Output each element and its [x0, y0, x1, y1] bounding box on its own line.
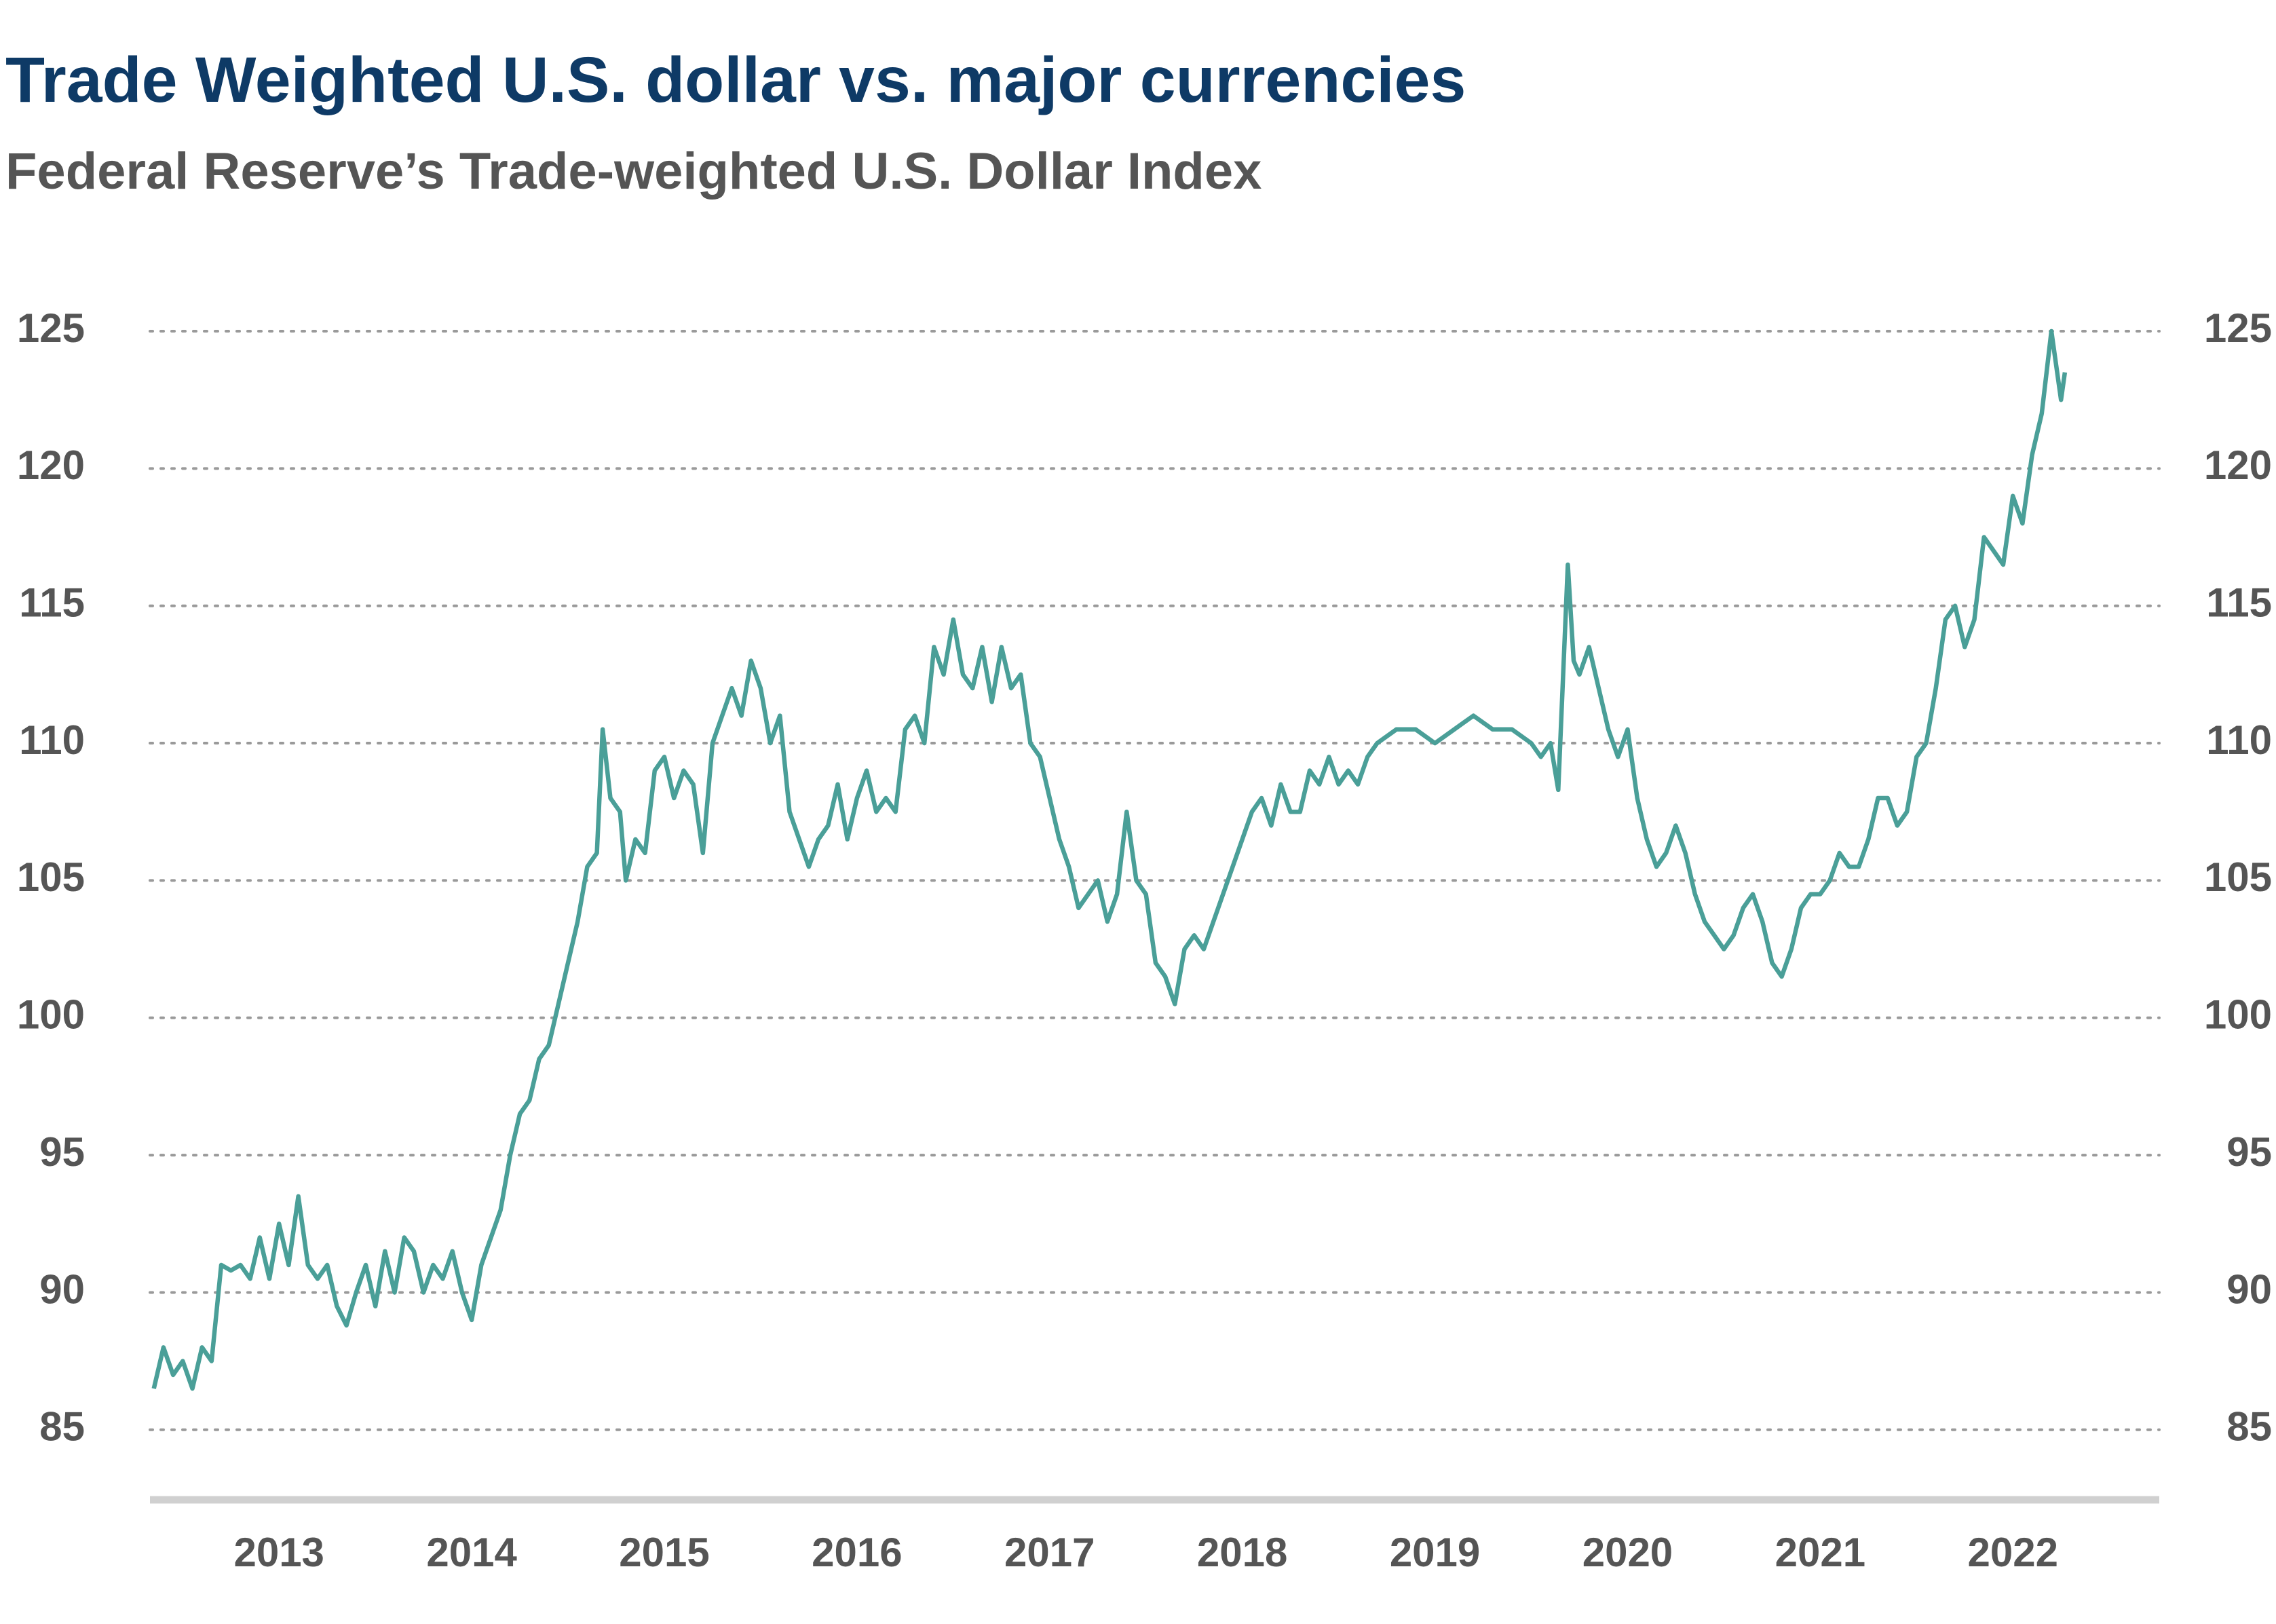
x-tick-label: 2019 [1390, 1530, 1480, 1575]
y2-tick-label: 90 [2226, 1266, 2272, 1312]
y-tick-label: 95 [39, 1129, 85, 1175]
y2-tick-label: 85 [2226, 1404, 2272, 1450]
y-tick-label: 100 [17, 992, 85, 1038]
x-tick-label: 2018 [1197, 1530, 1287, 1575]
x-tick-label: 2015 [619, 1530, 709, 1575]
x-tick-label: 2014 [426, 1530, 517, 1575]
y-tick-label: 110 [19, 717, 85, 763]
y-tick-label: 125 [17, 305, 85, 351]
y2-tick-label: 125 [2204, 305, 2272, 351]
y2-tick-label: 95 [2226, 1129, 2272, 1175]
data-line [151, 328, 2068, 1391]
x-tick-label: 2020 [1582, 1530, 1673, 1575]
y-tick-label: 105 [17, 854, 85, 900]
y-tick-label: 120 [17, 442, 85, 488]
y-tick-label: 90 [39, 1266, 85, 1312]
y2-tick-label: 105 [2204, 854, 2272, 900]
y2-tick-label: 100 [2204, 992, 2272, 1038]
x-tick-label: 2017 [1004, 1530, 1095, 1575]
chart-title: Trade Weighted U.S. dollar vs. major cur… [5, 44, 1466, 116]
y-tick-label: 115 [19, 580, 85, 626]
y2-tick-label: 110 [2206, 717, 2272, 763]
y2-tick-label: 115 [2206, 580, 2272, 626]
y-tick-label: 85 [39, 1404, 85, 1450]
x-tick-label: 2016 [812, 1530, 902, 1575]
chart-subtitle: Federal Reserve’s Trade-weighted U.S. Do… [5, 143, 1262, 200]
x-tick-label: 2013 [233, 1530, 324, 1575]
y2-tick-label: 120 [2204, 442, 2272, 488]
x-tick-label: 2021 [1775, 1530, 1865, 1575]
x-tick-label: 2022 [1967, 1530, 2057, 1575]
